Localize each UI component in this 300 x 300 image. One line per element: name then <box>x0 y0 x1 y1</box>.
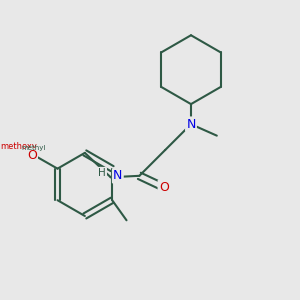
Text: methoxy: methoxy <box>0 142 37 151</box>
Text: O: O <box>25 151 35 164</box>
Text: H: H <box>98 168 106 178</box>
Text: N: N <box>113 169 122 182</box>
Text: O: O <box>159 181 169 194</box>
Text: O: O <box>27 149 37 162</box>
Text: methyl: methyl <box>22 145 46 151</box>
Text: N: N <box>186 118 196 131</box>
